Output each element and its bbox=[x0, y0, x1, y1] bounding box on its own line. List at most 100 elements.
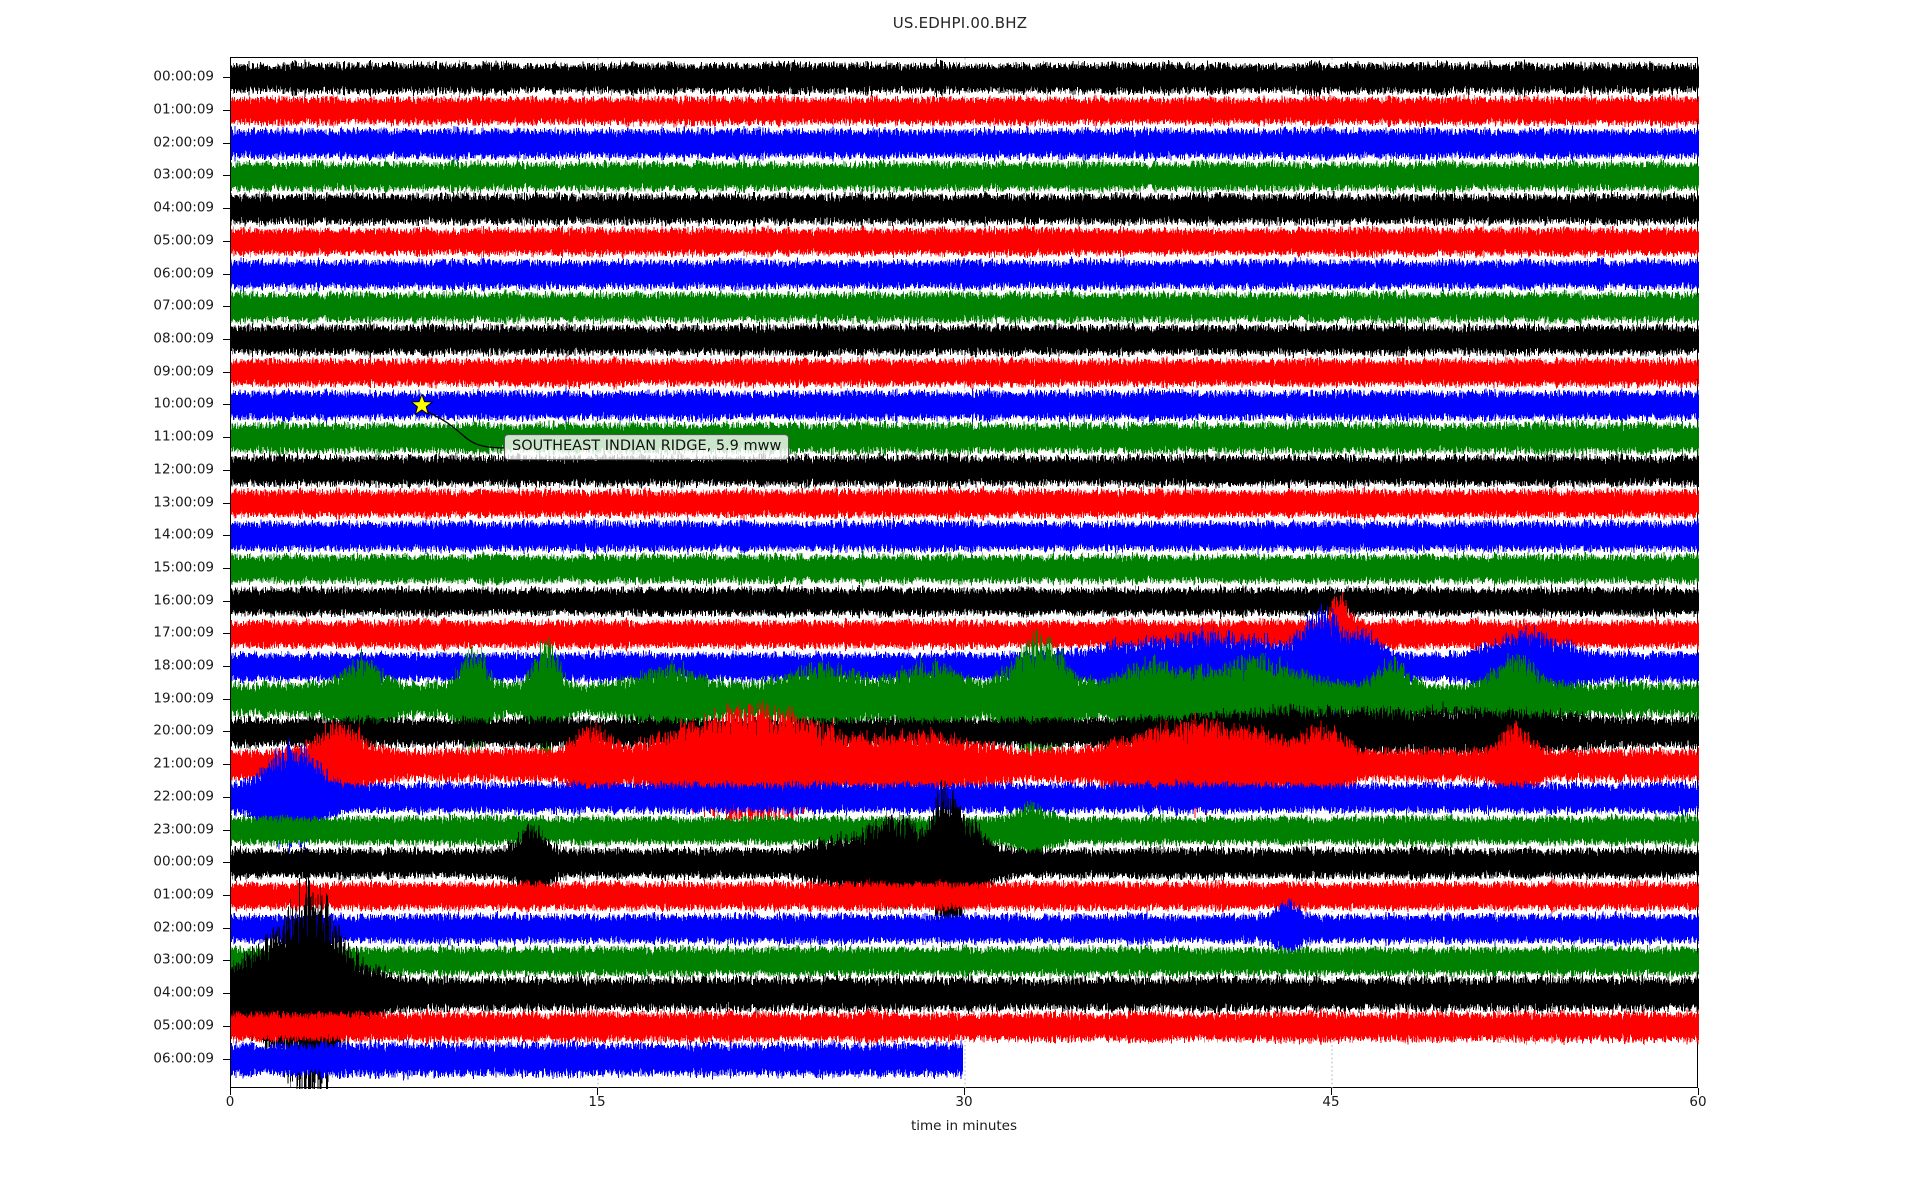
trace-1 bbox=[231, 94, 1699, 129]
trace-18 bbox=[231, 603, 1699, 731]
y-tick-mark bbox=[223, 796, 230, 798]
y-tick-mark bbox=[223, 240, 230, 242]
y-tick-mark bbox=[223, 862, 230, 864]
annotation-leader-line bbox=[421, 408, 506, 449]
x-tick-mark bbox=[1331, 1088, 1332, 1095]
y-tick-label: 22:00:09 bbox=[153, 788, 214, 805]
page-title: US.EDHPI.00.BHZ bbox=[892, 14, 1028, 32]
y-tick-label: 15:00:09 bbox=[153, 559, 214, 576]
x-tick-mark bbox=[1698, 1088, 1699, 1095]
trace-11 bbox=[231, 419, 1699, 458]
y-tick-label: 02:00:09 bbox=[153, 133, 214, 150]
y-tick-label: 05:00:09 bbox=[153, 1017, 214, 1034]
seismic-traces bbox=[231, 58, 1699, 1089]
y-tick-label: 11:00:09 bbox=[153, 428, 214, 445]
x-tick-mark bbox=[964, 1088, 965, 1095]
trace-0 bbox=[231, 58, 1699, 98]
trace-4 bbox=[231, 189, 1699, 230]
trace-5 bbox=[231, 225, 1699, 259]
y-tick-mark bbox=[223, 469, 230, 471]
trace-21 bbox=[231, 700, 1699, 832]
y-tick-label: 04:00:09 bbox=[153, 984, 214, 1001]
y-tick-mark bbox=[223, 273, 230, 275]
y-tick-mark bbox=[223, 731, 230, 733]
y-tick-label: 03:00:09 bbox=[153, 951, 214, 968]
y-tick-mark bbox=[223, 535, 230, 537]
trace-6 bbox=[231, 256, 1699, 293]
plot-axes bbox=[230, 57, 1699, 1089]
trace-17 bbox=[231, 591, 1699, 677]
x-tick-label: 60 bbox=[1689, 1094, 1707, 1110]
y-tick-label: 04:00:09 bbox=[153, 199, 214, 216]
y-tick-label: 00:00:09 bbox=[153, 68, 214, 85]
event-annotation-label: SOUTHEAST INDIAN RIDGE, 5.9 mww bbox=[504, 434, 790, 460]
trace-24 bbox=[231, 779, 1699, 947]
trace-10 bbox=[231, 386, 1699, 425]
trace-27 bbox=[231, 943, 1699, 980]
trace-22 bbox=[231, 738, 1699, 859]
y-tick-label: 14:00:09 bbox=[153, 526, 214, 543]
x-tick-mark bbox=[597, 1088, 598, 1095]
trace-26 bbox=[231, 898, 1699, 960]
y-tick-mark bbox=[223, 993, 230, 995]
y-tick-label: 12:00:09 bbox=[153, 461, 214, 478]
y-tick-label: 18:00:09 bbox=[153, 657, 214, 674]
y-tick-label: 08:00:09 bbox=[153, 330, 214, 347]
trace-20 bbox=[231, 701, 1699, 763]
y-tick-mark bbox=[223, 698, 230, 700]
trace-28 bbox=[231, 877, 1699, 1089]
y-tick-mark bbox=[223, 109, 230, 111]
y-tick-mark bbox=[223, 1025, 230, 1027]
trace-7 bbox=[231, 289, 1699, 326]
y-tick-label: 21:00:09 bbox=[153, 755, 214, 772]
y-tick-mark bbox=[223, 1058, 230, 1060]
y-tick-mark bbox=[223, 437, 230, 439]
y-tick-mark bbox=[223, 208, 230, 210]
y-tick-mark bbox=[223, 960, 230, 962]
x-tick-mark bbox=[230, 1088, 231, 1095]
y-tick-label: 10:00:09 bbox=[153, 395, 214, 412]
y-tick-mark bbox=[223, 600, 230, 602]
annotation-layer bbox=[410, 393, 506, 449]
trace-30 bbox=[231, 1038, 964, 1081]
y-tick-label: 17:00:09 bbox=[153, 624, 214, 641]
trace-25 bbox=[231, 878, 1699, 914]
y-tick-mark bbox=[223, 829, 230, 831]
x-tick-label: 45 bbox=[1322, 1094, 1340, 1110]
y-tick-mark bbox=[223, 142, 230, 144]
trace-19 bbox=[231, 629, 1699, 771]
trace-9 bbox=[231, 355, 1699, 390]
trace-3 bbox=[231, 158, 1699, 195]
y-tick-mark bbox=[223, 666, 230, 668]
y-tick-label: 01:00:09 bbox=[153, 101, 214, 118]
x-tick-label: 30 bbox=[955, 1094, 973, 1110]
y-tick-label: 09:00:09 bbox=[153, 362, 214, 379]
y-tick-mark bbox=[223, 306, 230, 308]
y-tick-mark bbox=[223, 895, 230, 896]
trace-12 bbox=[231, 451, 1699, 490]
y-tick-label: 13:00:09 bbox=[153, 493, 214, 510]
trace-8 bbox=[231, 321, 1699, 359]
trace-13 bbox=[231, 485, 1699, 521]
y-tick-label: 02:00:09 bbox=[153, 918, 214, 935]
x-tick-label: 0 bbox=[225, 1094, 235, 1110]
earthquake-event-star-icon bbox=[410, 393, 434, 416]
y-tick-mark bbox=[223, 502, 230, 504]
y-tick-label: 03:00:09 bbox=[153, 166, 214, 183]
y-tick-mark bbox=[223, 338, 230, 340]
y-tick-label: 23:00:09 bbox=[153, 820, 214, 837]
y-tick-mark bbox=[223, 371, 230, 373]
y-tick-label: 05:00:09 bbox=[153, 232, 214, 249]
y-tick-mark bbox=[223, 175, 230, 177]
x-tick-label: 15 bbox=[588, 1094, 606, 1110]
y-tick-label: 16:00:09 bbox=[153, 591, 214, 608]
y-tick-label: 01:00:09 bbox=[153, 886, 214, 903]
y-tick-mark bbox=[223, 927, 230, 929]
y-tick-mark bbox=[223, 77, 230, 79]
x-axis-label: time in minutes bbox=[910, 1118, 1018, 1134]
y-tick-mark bbox=[223, 764, 230, 766]
y-tick-mark bbox=[223, 404, 230, 406]
trace-15 bbox=[231, 550, 1699, 587]
y-tick-label: 06:00:09 bbox=[153, 1049, 214, 1066]
